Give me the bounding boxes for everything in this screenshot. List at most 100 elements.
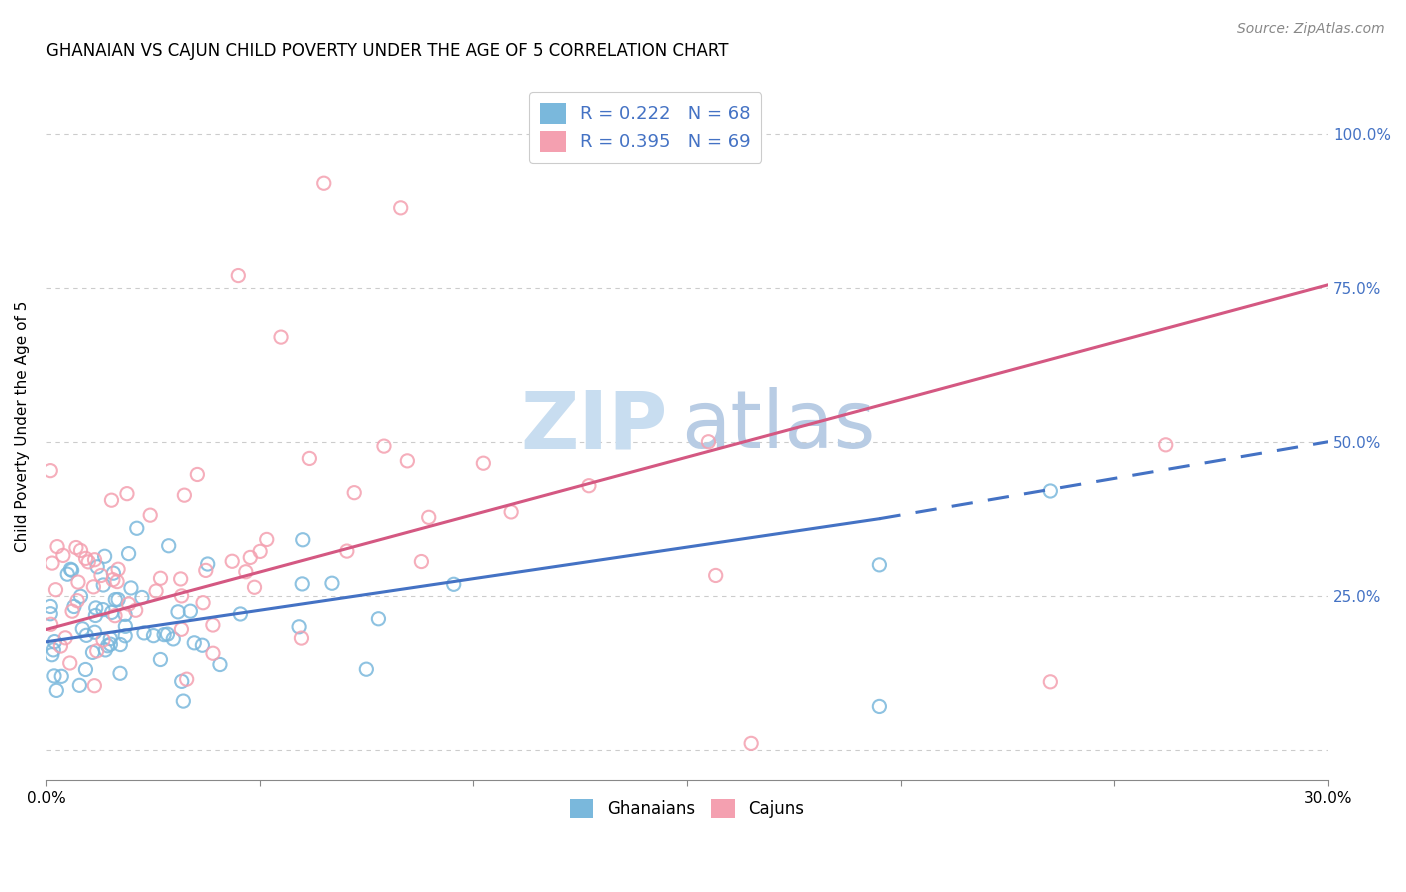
Point [170,622,193,636]
Point [83,679,105,693]
Point [84,608,107,623]
Point [117,547,139,561]
Point [373,439,395,453]
Point [125,603,148,617]
Point [167,605,190,619]
Point [94,643,117,657]
Point [83,553,105,567]
Point [239,550,262,565]
Point [162,632,184,646]
Point [83,625,105,640]
Point [44,582,66,597]
Point [183,636,205,650]
Point [179,604,201,618]
Point [75,628,97,642]
Point [191,596,214,610]
Point [93,549,115,564]
Point [75,551,97,566]
Point [170,572,193,586]
Point [59,656,82,670]
Point [291,533,314,547]
Point [56,567,79,582]
Point [63,599,86,614]
Point [149,571,172,585]
Point [170,674,193,689]
Point [298,451,321,466]
Point [201,646,224,660]
Point [312,176,335,190]
Point [142,629,165,643]
Point [418,510,440,524]
Point [69,543,91,558]
Point [367,612,389,626]
Point [104,608,127,623]
Point [114,607,136,622]
Point [84,601,107,615]
Point [105,574,128,589]
Point [270,330,292,344]
Point [103,566,125,581]
Point [132,626,155,640]
Point [98,632,121,646]
Point [107,592,129,607]
Point [186,467,208,482]
Point [115,486,138,500]
Point [139,508,162,523]
Point [1154,438,1177,452]
Point [41,648,63,662]
Point [201,618,224,632]
Point [39,599,62,614]
Point [145,584,167,599]
Point [82,580,104,594]
Text: atlas: atlas [681,387,875,466]
Point [156,627,179,641]
Point [411,555,433,569]
Point [153,627,176,641]
Point [44,634,66,648]
Point [104,592,127,607]
Point [42,669,65,683]
Point [235,565,257,579]
Point [740,736,762,750]
Point [107,562,129,576]
Point [243,580,266,594]
Point [39,464,62,478]
Point [66,575,89,590]
Text: Source: ZipAtlas.com: Source: ZipAtlas.com [1237,22,1385,37]
Point [59,562,82,576]
Point [291,577,314,591]
Point [194,563,217,577]
Point [65,541,87,555]
Point [336,544,359,558]
Point [229,607,252,621]
Point [170,589,193,603]
Point [118,597,141,611]
Point [173,488,195,502]
Point [66,593,89,607]
Point [90,568,112,582]
Point [221,554,243,568]
Legend: Ghanaians, Cajuns: Ghanaians, Cajuns [564,792,811,825]
Point [67,678,90,692]
Point [356,662,378,676]
Point [157,539,180,553]
Point [176,672,198,686]
Point [704,568,727,582]
Point [53,631,76,645]
Point [226,268,249,283]
Point [868,699,890,714]
Point [82,645,104,659]
Point [91,632,114,647]
Point [343,485,366,500]
Point [1039,483,1062,498]
Point [41,556,63,570]
Point [191,638,214,652]
Text: GHANAIAN VS CAJUN CHILD POVERTY UNDER THE AGE OF 5 CORRELATION CHART: GHANAIAN VS CAJUN CHILD POVERTY UNDER TH… [46,42,728,60]
Point [45,683,67,698]
Point [49,639,72,653]
Point [86,644,108,658]
Point [197,557,219,571]
Point [91,578,114,592]
Point [100,637,122,651]
Point [396,454,419,468]
